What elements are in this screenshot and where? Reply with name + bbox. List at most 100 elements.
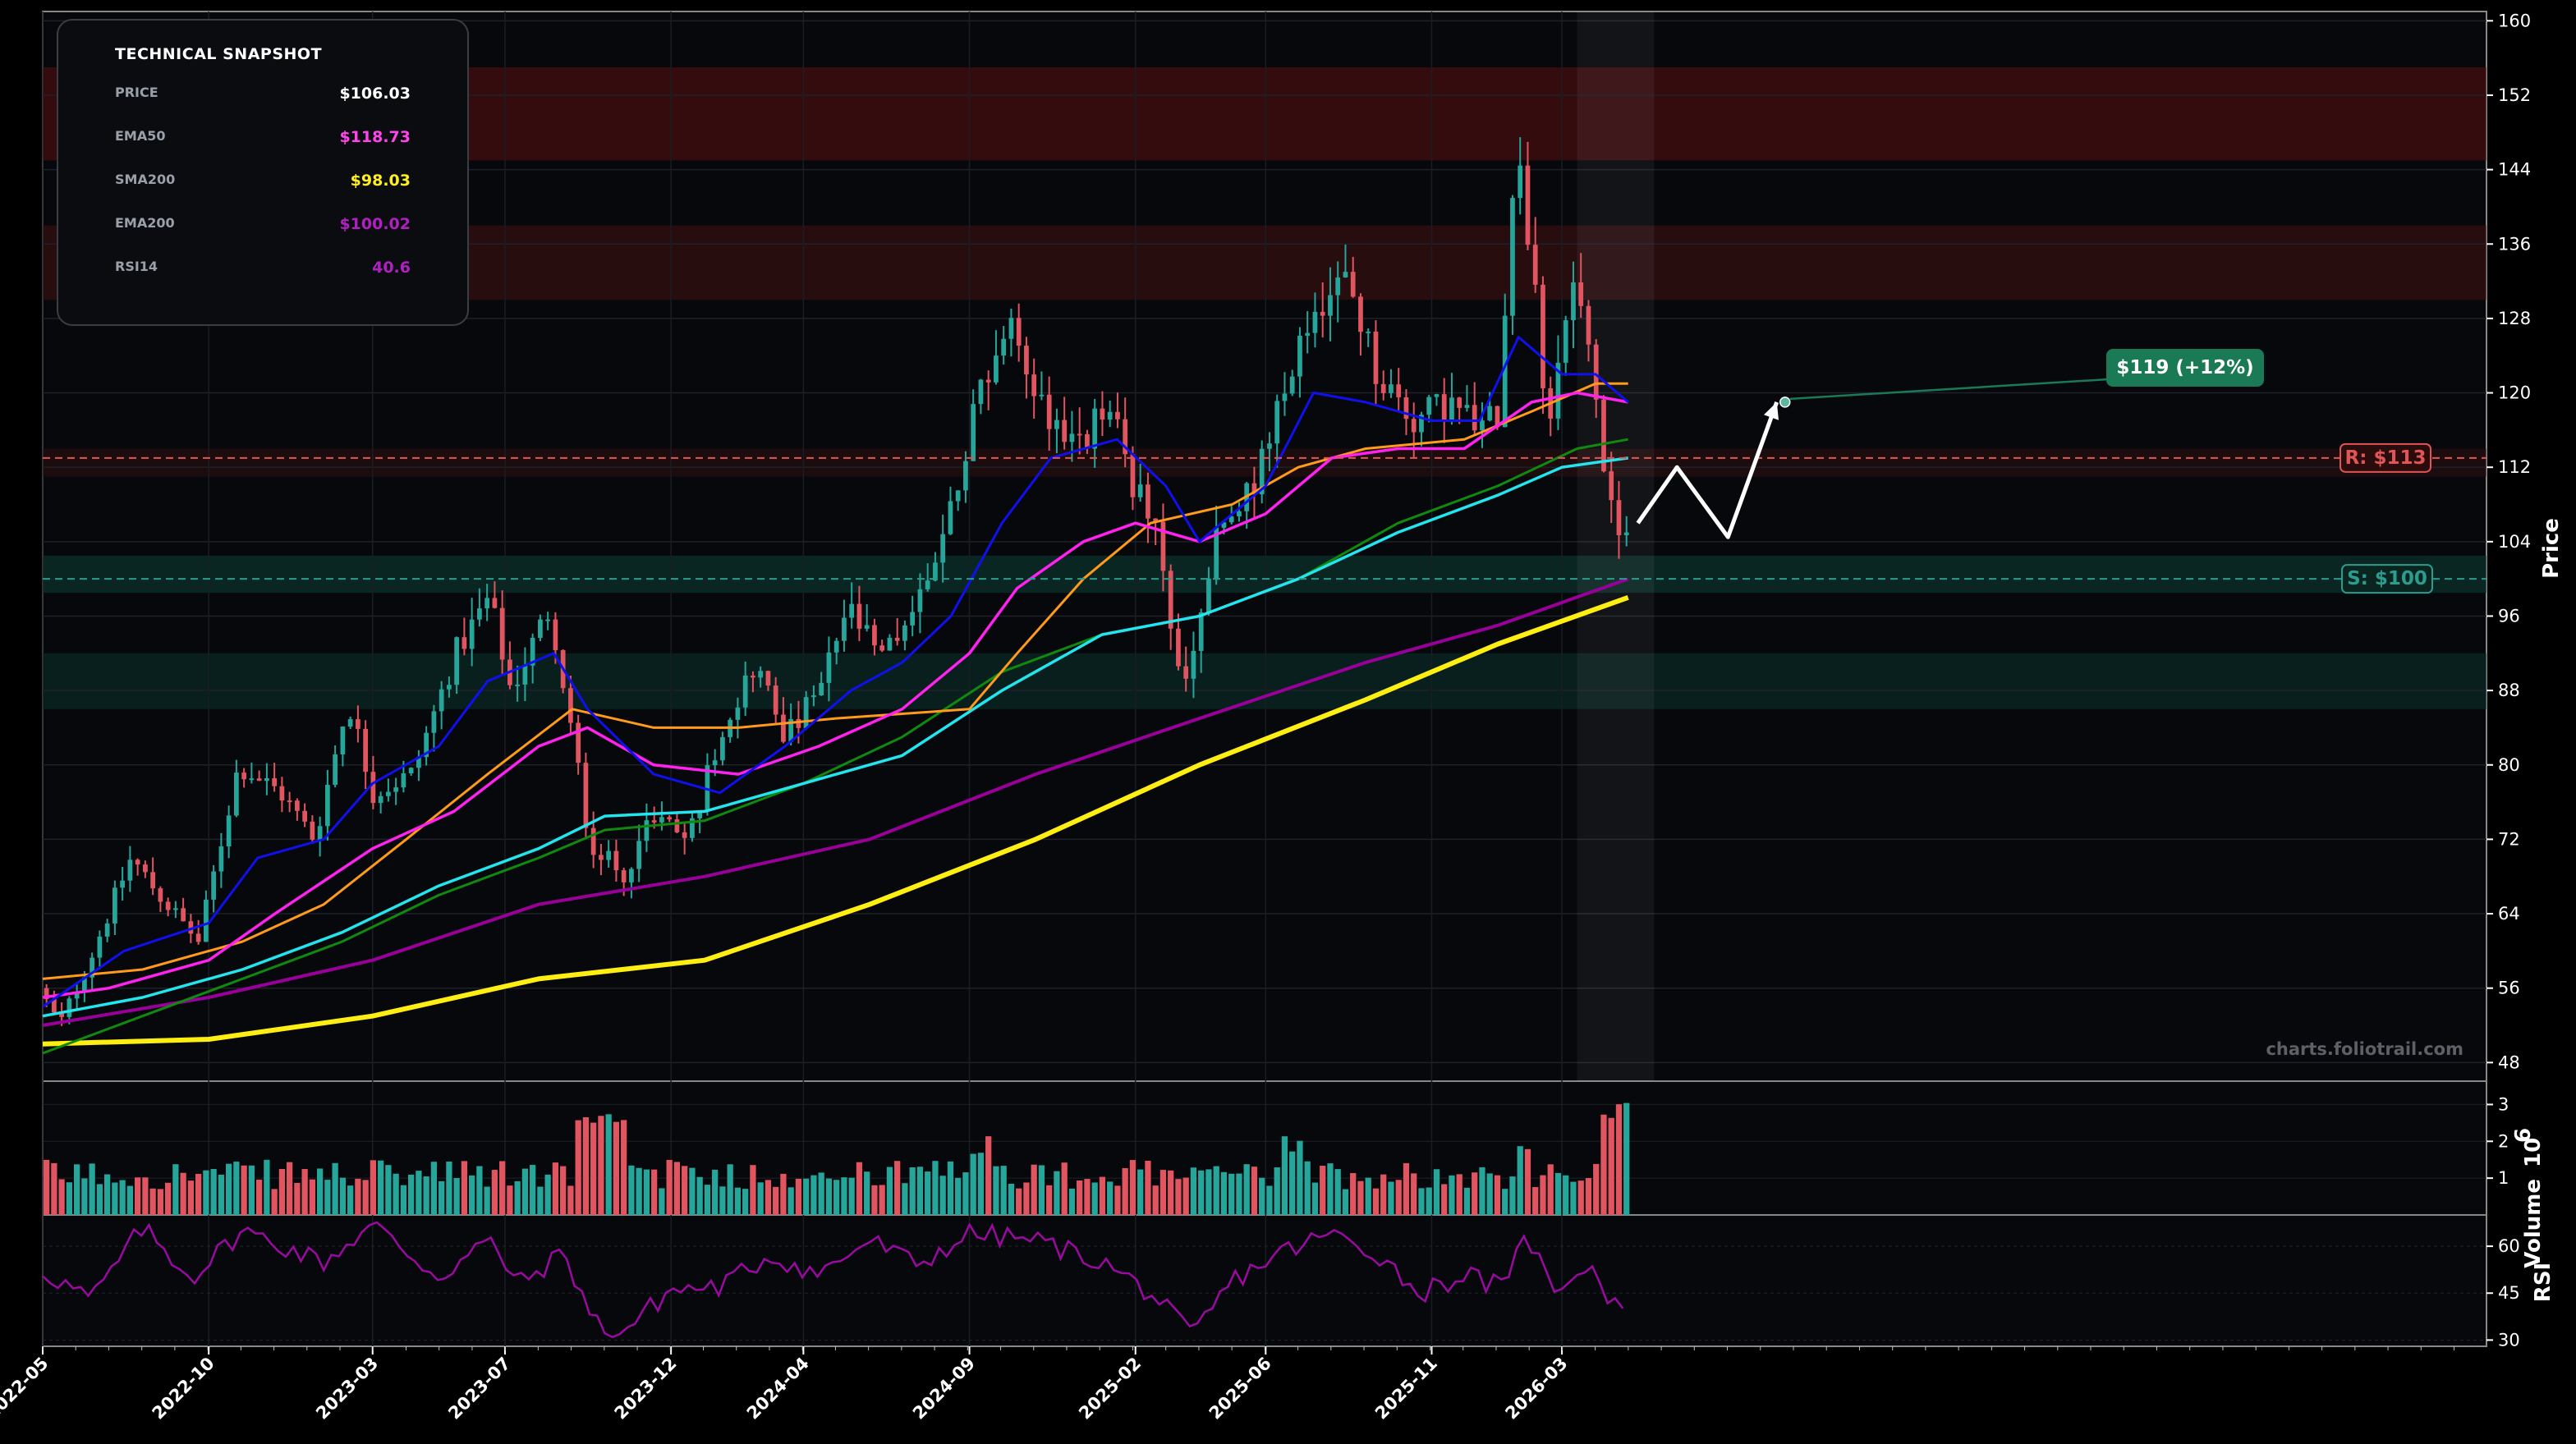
volume-bar [560, 1166, 567, 1215]
candle-down [302, 810, 308, 822]
candle-up [393, 787, 399, 792]
volume-bar [1350, 1173, 1357, 1215]
volume-bar [1228, 1173, 1235, 1215]
volume-bar [1213, 1166, 1219, 1215]
snapshot-value-ema200: $100.02 [339, 215, 411, 233]
candle-up [386, 791, 391, 796]
candle-up [994, 355, 999, 383]
candle-up [1282, 393, 1288, 401]
volume-bar [1259, 1177, 1265, 1215]
candle-down [682, 832, 687, 838]
candle-up [1198, 612, 1204, 651]
volume-bar [682, 1166, 688, 1215]
volume-bar [96, 1184, 103, 1215]
volume-bar [1327, 1163, 1334, 1215]
snapshot-value-price: $106.03 [339, 85, 411, 103]
snapshot-value-ema50: $118.73 [339, 128, 411, 146]
volume-bar [773, 1186, 779, 1215]
volume-bar [430, 1162, 438, 1215]
candle-down [553, 619, 558, 651]
candle-up [1389, 384, 1394, 393]
volume-bar [1054, 1171, 1060, 1215]
candle-up [484, 598, 490, 609]
volume-bar [309, 1179, 316, 1215]
snapshot-label-ema50: EMA50 [115, 128, 166, 144]
volume-bar [582, 1116, 590, 1215]
candle-down [195, 933, 201, 942]
volume-bar [1023, 1182, 1030, 1215]
volume-bar [727, 1164, 733, 1215]
volume-bar [818, 1172, 824, 1215]
volume-bar [476, 1166, 483, 1215]
candle-up [317, 826, 323, 840]
volume-bar [241, 1165, 247, 1215]
candle-up [1335, 277, 1341, 296]
candle-down [1160, 521, 1166, 571]
candle-up [636, 841, 642, 869]
candle-up [1480, 420, 1485, 431]
volume-bar [1099, 1176, 1106, 1215]
ma-line-green [42, 438, 1628, 1055]
candle-up [902, 625, 907, 641]
volume-bar [416, 1171, 422, 1215]
volume-bar [962, 1172, 969, 1215]
candle-up [416, 757, 421, 768]
volume-bar [226, 1163, 232, 1215]
volume-axis-title: Volume 10 6 [2511, 1128, 2546, 1268]
volume-bar [1198, 1170, 1205, 1215]
volume-bar [218, 1174, 225, 1215]
volume-bar [370, 1160, 377, 1215]
candle-up [1464, 405, 1470, 408]
volume-bar [1486, 1173, 1493, 1215]
target-marker [1779, 397, 1791, 408]
candle-up [447, 685, 452, 690]
volume-bar [1502, 1189, 1508, 1215]
volume-bar [628, 1165, 635, 1215]
candle-down [44, 988, 49, 1000]
volume-bar [233, 1162, 240, 1215]
candle-up [439, 689, 444, 712]
candle-up [67, 998, 72, 1017]
candle-down [295, 800, 300, 811]
volume-bar [1433, 1169, 1440, 1215]
volume-bar [1274, 1167, 1280, 1215]
candle-up [712, 760, 718, 766]
candle-up [1228, 516, 1234, 523]
candle-down [1130, 454, 1136, 497]
volume-bar [453, 1178, 460, 1215]
candle-up [833, 640, 839, 653]
volume-bar [894, 1161, 901, 1215]
candle-down [1525, 165, 1531, 245]
volume-bar [264, 1159, 270, 1215]
candle-down [796, 718, 801, 728]
candle-up [120, 880, 125, 888]
volume-bar [362, 1180, 369, 1215]
volume-bar [1395, 1180, 1402, 1215]
candle-down [773, 685, 778, 715]
candle-up [887, 637, 893, 651]
candle-up [1137, 484, 1143, 497]
candle-down [1457, 397, 1462, 408]
candle-down [781, 714, 786, 742]
snapshot-value-rsi14: 40.6 [372, 259, 411, 277]
candle-down [1100, 408, 1105, 420]
volume-bar [1494, 1175, 1501, 1215]
price-tick-label: 96 [2498, 606, 2520, 626]
candle-up [690, 818, 695, 838]
candle-down [188, 921, 194, 934]
volume-bar [1472, 1172, 1478, 1215]
volume-bar [712, 1169, 719, 1215]
candle-down [370, 772, 376, 804]
candle-down [1183, 666, 1189, 679]
ma-line-cyan [42, 456, 1628, 1018]
volume-bar [1159, 1170, 1167, 1215]
volume-bar [195, 1173, 202, 1215]
candle-up [925, 580, 930, 589]
volume-bar [803, 1178, 810, 1215]
volume-bar [446, 1161, 452, 1215]
volume-bar [795, 1178, 802, 1215]
volume-bar [491, 1170, 498, 1215]
candle-up [1449, 397, 1454, 422]
candle-up [347, 719, 353, 727]
